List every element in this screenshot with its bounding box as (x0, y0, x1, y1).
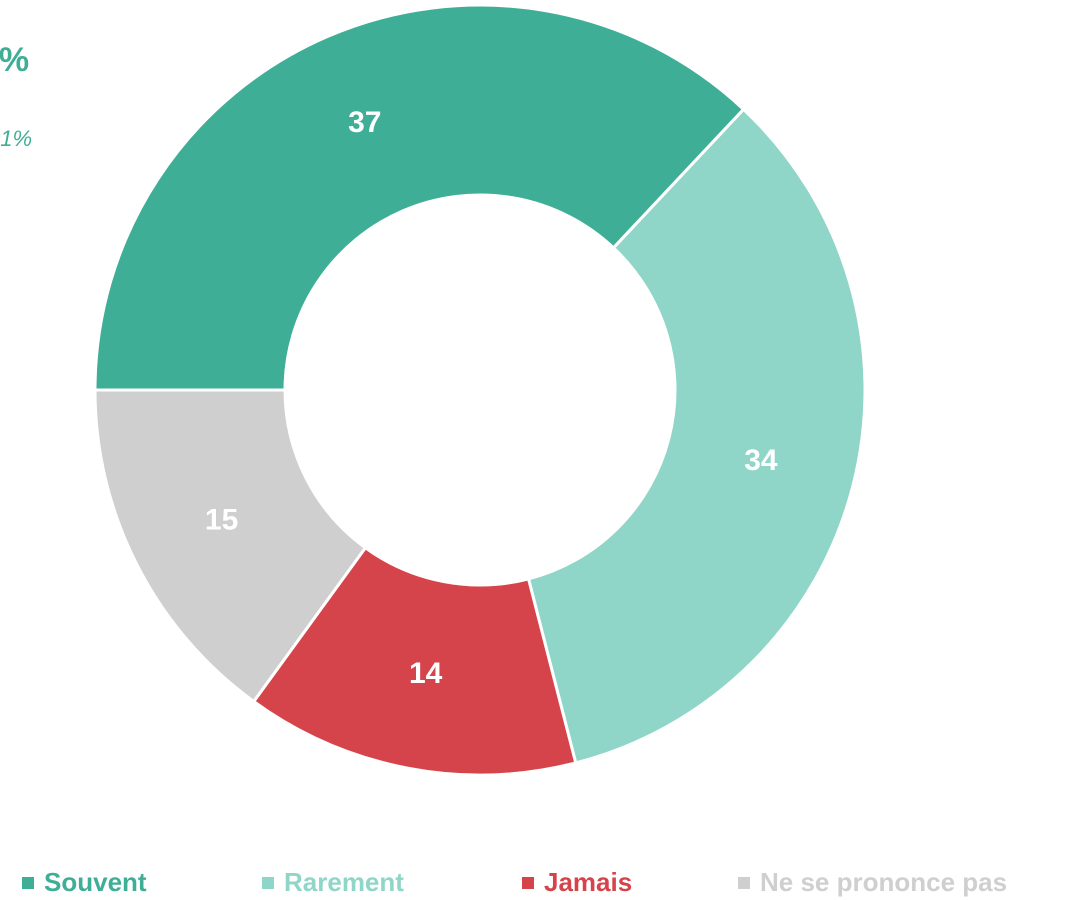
legend-swatch (522, 877, 534, 889)
donut-segment (93, 388, 368, 704)
legend-label: Jamais (544, 867, 632, 897)
legend-swatch (22, 877, 34, 889)
legend-label: Rarement (284, 867, 404, 897)
legend-label: Souvent (44, 867, 147, 897)
donut-segment (251, 545, 578, 777)
donut-segment (93, 3, 746, 392)
data-label: 14 (409, 657, 443, 690)
annotation: 1% (0, 41, 29, 79)
legend-swatch (738, 877, 750, 889)
legend-label: Ne se prononce pas (760, 867, 1007, 897)
annotation: 81% (0, 126, 32, 151)
legend-swatch (262, 877, 274, 889)
data-label: 37 (348, 106, 381, 139)
data-label: 15 (205, 504, 238, 537)
donut-segment (526, 107, 867, 765)
data-label: 34 (744, 444, 778, 477)
